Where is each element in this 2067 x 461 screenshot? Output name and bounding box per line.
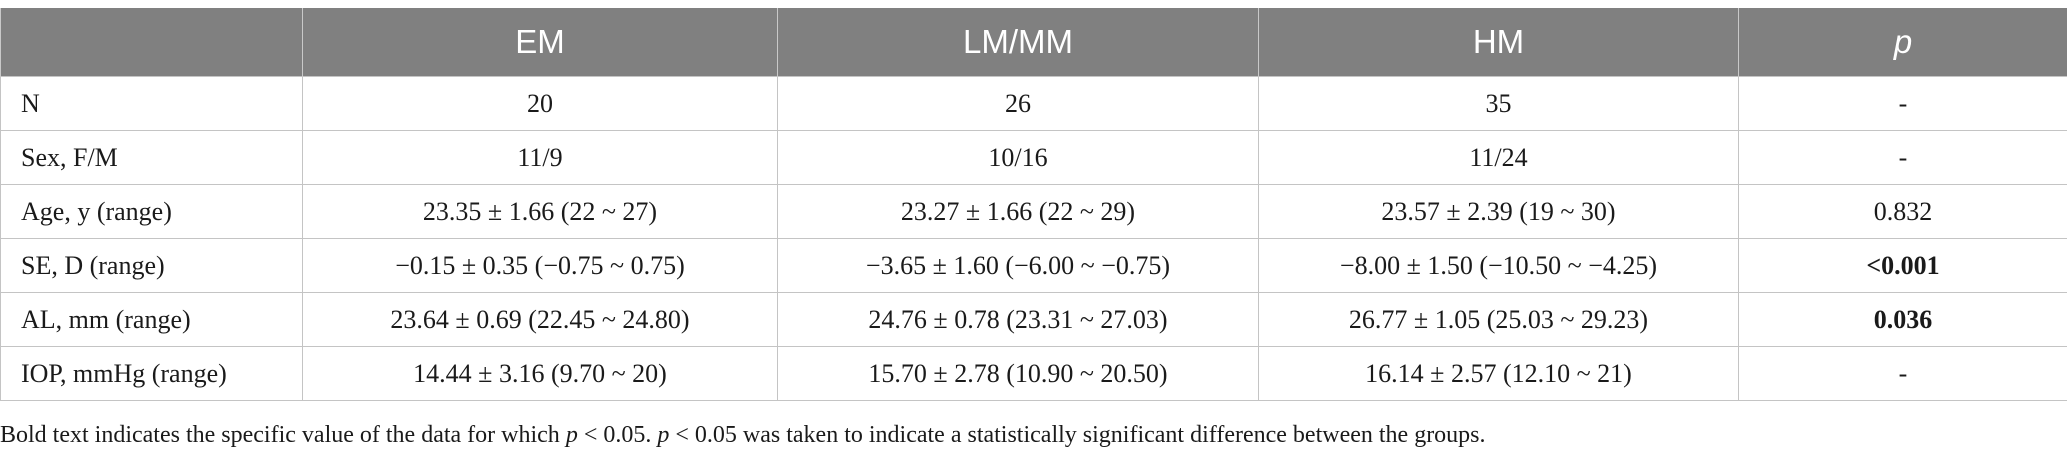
row-label: N	[0, 76, 303, 131]
cell-p: 0.036	[1738, 292, 2067, 347]
cell-hm: 11/24	[1258, 130, 1739, 185]
cell-em: 14.44 ± 3.16 (9.70 ~ 20)	[302, 346, 778, 401]
header-cell-blank	[0, 8, 303, 77]
table-footnote: Bold text indicates the specific value o…	[0, 422, 1486, 449]
table-body: N 20 26 35 - Sex, F/M 11/9 10/16 11/24 -…	[0, 76, 2067, 401]
cell-p: 0.832	[1738, 184, 2067, 239]
table-row: N 20 26 35 -	[0, 76, 2067, 131]
cell-em: −0.15 ± 0.35 (−0.75 ~ 0.75)	[302, 238, 778, 293]
row-label: IOP, mmHg (range)	[0, 346, 303, 401]
table-row: Age, y (range) 23.35 ± 1.66 (22 ~ 27) 23…	[0, 184, 2067, 239]
header-cell-p: p	[1738, 8, 2067, 77]
row-label: Sex, F/M	[0, 130, 303, 185]
cell-p: -	[1738, 346, 2067, 401]
cell-hm: −8.00 ± 1.50 (−10.50 ~ −4.25)	[1258, 238, 1739, 293]
table-row: Sex, F/M 11/9 10/16 11/24 -	[0, 130, 2067, 185]
footnote-p-symbol-1: p	[565, 422, 578, 448]
table-header: EM LM/MM HM p	[0, 8, 2067, 77]
row-label: AL, mm (range)	[0, 292, 303, 347]
cell-lm-mm: 24.76 ± 0.78 (23.31 ~ 27.03)	[777, 292, 1259, 347]
cell-lm-mm: 15.70 ± 2.78 (10.90 ~ 20.50)	[777, 346, 1259, 401]
row-label: SE, D (range)	[0, 238, 303, 293]
footnote-text-1: Bold text indicates the specific value o…	[0, 422, 566, 448]
cell-p: -	[1738, 130, 2067, 185]
cell-hm: 16.14 ± 2.57 (12.10 ~ 21)	[1258, 346, 1739, 401]
cell-em: 11/9	[302, 130, 778, 185]
header-row: EM LM/MM HM p	[0, 8, 2067, 77]
row-label: Age, y (range)	[0, 184, 303, 239]
table-row: AL, mm (range) 23.64 ± 0.69 (22.45 ~ 24.…	[0, 292, 2067, 347]
header-cell-lm-mm: LM/MM	[777, 8, 1259, 77]
cell-em: 23.35 ± 1.66 (22 ~ 27)	[302, 184, 778, 239]
cell-hm: 35	[1258, 76, 1739, 131]
footnote-text-2: < 0.05.	[577, 422, 658, 448]
table-row: SE, D (range) −0.15 ± 0.35 (−0.75 ~ 0.75…	[0, 238, 2067, 293]
footnote-text-3: < 0.05 was taken to indicate a statistic…	[669, 422, 1486, 448]
cell-hm: 26.77 ± 1.05 (25.03 ~ 29.23)	[1258, 292, 1739, 347]
cell-lm-mm: 10/16	[777, 130, 1259, 185]
data-table-container: EM LM/MM HM p N 20 26 35 - Sex, F/M 11/9…	[0, 8, 2067, 401]
cell-lm-mm: 23.27 ± 1.66 (22 ~ 29)	[777, 184, 1259, 239]
cell-p: <0.001	[1738, 238, 2067, 293]
data-table: EM LM/MM HM p N 20 26 35 - Sex, F/M 11/9…	[0, 8, 2067, 401]
footnote-p-symbol-2: p	[657, 422, 670, 448]
cell-lm-mm: −3.65 ± 1.60 (−6.00 ~ −0.75)	[777, 238, 1259, 293]
table-row: IOP, mmHg (range) 14.44 ± 3.16 (9.70 ~ 2…	[0, 346, 2067, 401]
cell-em: 20	[302, 76, 778, 131]
cell-lm-mm: 26	[777, 76, 1259, 131]
header-cell-hm: HM	[1258, 8, 1739, 77]
cell-em: 23.64 ± 0.69 (22.45 ~ 24.80)	[302, 292, 778, 347]
cell-hm: 23.57 ± 2.39 (19 ~ 30)	[1258, 184, 1739, 239]
header-cell-em: EM	[302, 8, 778, 77]
cell-p: -	[1738, 76, 2067, 131]
